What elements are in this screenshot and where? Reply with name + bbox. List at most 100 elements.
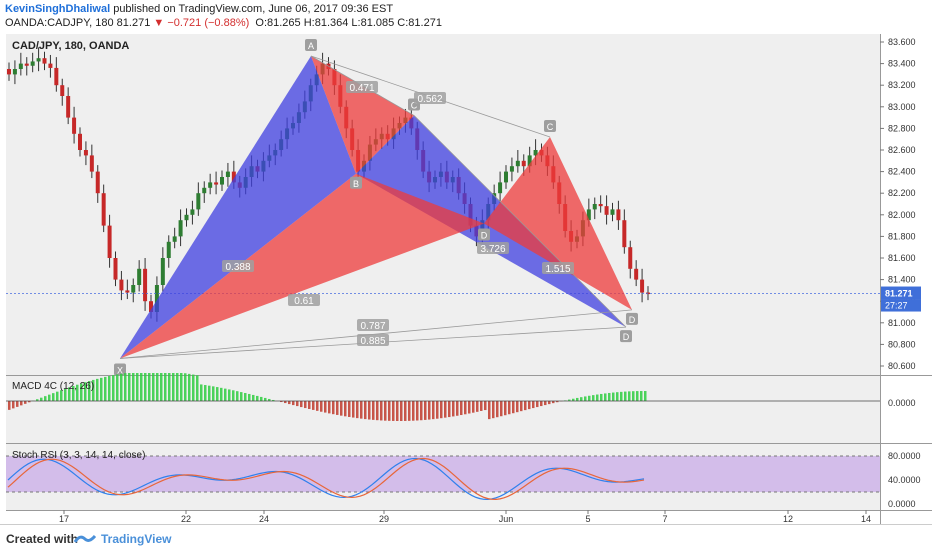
stoch-band (6, 456, 880, 492)
macd-bar (12, 401, 15, 408)
macd-bar (188, 374, 191, 401)
pattern-point-label: D (629, 315, 636, 325)
ratio-label: 0.61 (294, 296, 314, 307)
tradingview-brand[interactable]: TradingView (101, 532, 171, 546)
candle-body (190, 209, 194, 214)
macd-bar (312, 401, 315, 410)
chart-header: KevinSinghDhaliwal published on TradingV… (0, 0, 932, 34)
candle-body (605, 206, 609, 215)
macd-bar (376, 401, 379, 420)
stoch-tick-label: 0.0000 (888, 499, 916, 509)
price-tick-label: 80.800 (888, 339, 916, 349)
macd-bar (152, 373, 155, 401)
candle-body (125, 290, 129, 292)
candle-body (161, 258, 165, 285)
candle-body (628, 247, 632, 269)
time-tick-label: 22 (181, 514, 191, 524)
ratio-label: 0.787 (360, 321, 385, 332)
macd-bar (168, 373, 171, 401)
author-name[interactable]: KevinSinghDhaliwal (5, 3, 110, 15)
candle-body (78, 134, 82, 150)
macd-bar (148, 373, 151, 401)
macd-bar (600, 394, 603, 401)
macd-bar (496, 401, 499, 417)
macd-bar (412, 401, 415, 421)
macd-bar (624, 392, 627, 401)
macd-bar (612, 393, 615, 401)
macd-bar (452, 401, 455, 416)
ratio-label: 0.562 (417, 94, 442, 105)
macd-bar (352, 401, 355, 418)
macd-bar (316, 401, 319, 411)
candle-body (220, 177, 224, 185)
macd-bar (540, 401, 543, 406)
macd-bar (336, 401, 339, 415)
macd-bar (176, 373, 179, 401)
macd-bar (432, 401, 435, 419)
chart-area[interactable]: 83.60083.40083.20083.00082.80082.60082.4… (0, 34, 932, 524)
macd-bar (408, 401, 411, 421)
candle-body (137, 269, 141, 285)
ratio-label: 0.885 (360, 336, 385, 347)
candle-body (634, 269, 638, 280)
macd-bar (296, 401, 299, 406)
macd-bar (472, 401, 475, 413)
macd-bar (596, 395, 599, 401)
candle-body (60, 85, 64, 96)
macd-bar (140, 373, 143, 401)
macd-bar (228, 389, 231, 401)
candle-body (510, 166, 514, 171)
macd-bar (144, 373, 147, 401)
macd-bar (116, 374, 119, 401)
ratio-label: 1.515 (545, 264, 570, 275)
candle-body (214, 182, 218, 184)
macd-bar (340, 401, 343, 416)
macd-bar (112, 375, 115, 401)
candle-body (185, 215, 189, 220)
macd-bar (584, 396, 587, 401)
macd-bar (524, 401, 527, 410)
candle-body (7, 69, 11, 74)
candle-body (72, 118, 76, 134)
price-tick-label: 81.800 (888, 231, 916, 241)
macd-bar (52, 393, 55, 401)
pattern-point-label: D (623, 332, 630, 342)
pattern-point-label: D (481, 230, 488, 240)
candle-body (616, 209, 620, 220)
candle-body (66, 96, 70, 118)
price-tick-label: 82.600 (888, 145, 916, 155)
macd-bar (384, 401, 387, 421)
pattern-point-label: B (353, 179, 359, 189)
macd-bar (364, 401, 367, 419)
macd-bar (108, 376, 111, 401)
macd-bar (504, 401, 507, 415)
candle-body (504, 172, 508, 183)
price-tick-label: 82.800 (888, 123, 916, 133)
macd-bar (616, 392, 619, 401)
macd-bar (264, 398, 267, 401)
macd-bar (308, 401, 311, 409)
macd-bar (160, 373, 163, 401)
macd-bar (360, 401, 363, 419)
price-tick-label: 80.600 (888, 361, 916, 371)
macd-bar (372, 401, 375, 420)
macd-bar (256, 396, 259, 401)
candle-body (102, 193, 106, 225)
macd-bar (132, 373, 135, 401)
macd-bar (192, 375, 195, 401)
macd-bar (588, 396, 591, 401)
macd-bar (420, 401, 423, 420)
macd-bar (204, 385, 207, 401)
time-tick-label: 24 (259, 514, 269, 524)
candle-body (196, 193, 200, 209)
stoch-title: Stoch RSI (3, 3, 14, 14, close) (12, 450, 145, 461)
macd-bar (332, 401, 335, 414)
candle-body (25, 64, 29, 66)
candle-body (167, 242, 171, 258)
macd-bar (608, 393, 611, 401)
macd-bar (416, 401, 419, 420)
footer: Created with TradingView (0, 524, 932, 551)
tradingview-logo-icon (74, 533, 96, 545)
time-tick-label: 12 (783, 514, 793, 524)
macd-bar (244, 393, 247, 401)
